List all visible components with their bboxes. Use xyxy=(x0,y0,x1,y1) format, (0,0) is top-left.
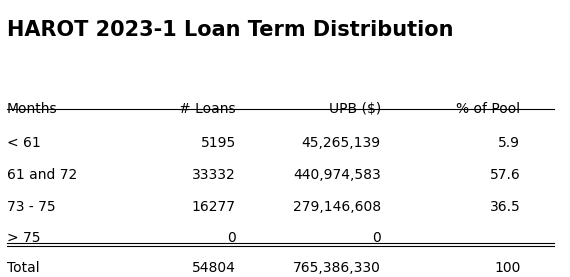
Text: 45,265,139: 45,265,139 xyxy=(302,136,381,150)
Text: # Loans: # Loans xyxy=(179,102,236,116)
Text: 73 - 75: 73 - 75 xyxy=(7,200,56,214)
Text: 440,974,583: 440,974,583 xyxy=(293,168,381,182)
Text: 279,146,608: 279,146,608 xyxy=(293,200,381,214)
Text: > 75: > 75 xyxy=(7,232,40,245)
Text: 16277: 16277 xyxy=(192,200,236,214)
Text: 5.9: 5.9 xyxy=(498,136,520,150)
Text: HAROT 2023-1 Loan Term Distribution: HAROT 2023-1 Loan Term Distribution xyxy=(7,20,454,40)
Text: 57.6: 57.6 xyxy=(490,168,520,182)
Text: Total: Total xyxy=(7,261,39,275)
Text: 61 and 72: 61 and 72 xyxy=(7,168,77,182)
Text: 33332: 33332 xyxy=(192,168,236,182)
Text: 0: 0 xyxy=(227,232,236,245)
Text: 5195: 5195 xyxy=(201,136,236,150)
Text: < 61: < 61 xyxy=(7,136,40,150)
Text: 100: 100 xyxy=(494,261,520,275)
Text: 765,386,330: 765,386,330 xyxy=(293,261,381,275)
Text: 36.5: 36.5 xyxy=(490,200,520,214)
Text: 0: 0 xyxy=(372,232,381,245)
Text: 54804: 54804 xyxy=(192,261,236,275)
Text: % of Pool: % of Pool xyxy=(456,102,520,116)
Text: UPB ($): UPB ($) xyxy=(329,102,381,116)
Text: Months: Months xyxy=(7,102,58,116)
